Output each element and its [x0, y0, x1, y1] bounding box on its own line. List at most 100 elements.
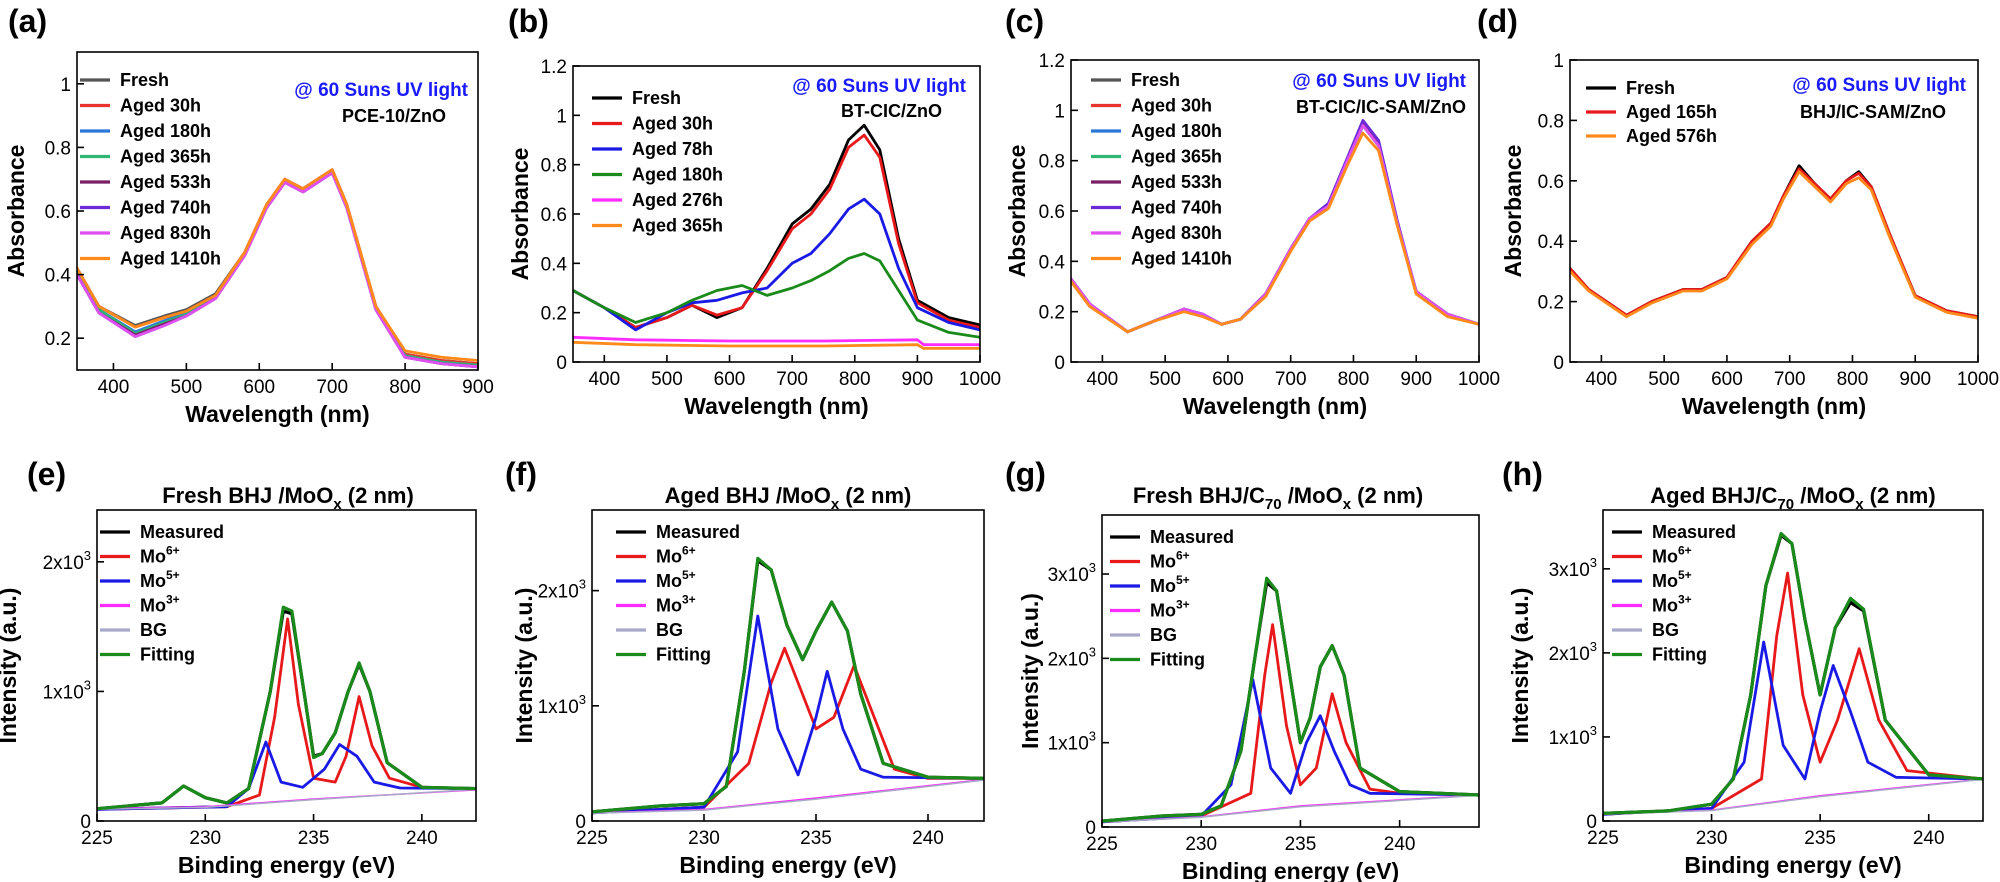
- series-line-aged-276h: [573, 335, 980, 347]
- series-group: [1603, 531, 1983, 816]
- series-line-aged-30h: [573, 133, 980, 329]
- series-line-mo5-: [592, 614, 984, 815]
- x-tick-label: 240: [912, 828, 944, 849]
- y-tick-label: 0.8: [1538, 111, 1564, 132]
- y-tick-label: 0: [1085, 818, 1096, 839]
- x-tick-label: 800: [1837, 369, 1869, 390]
- series-line-mo5-: [1603, 640, 1983, 816]
- x-tick-label: 500: [1648, 369, 1680, 390]
- x-tick-label: 1000: [1458, 369, 1500, 390]
- legend-label: Fresh: [120, 70, 169, 90]
- x-tick-label: 700: [1774, 369, 1806, 390]
- annotation-light: @ 60 Suns UV light: [792, 76, 966, 97]
- legend-superscript: 6+: [1176, 549, 1190, 563]
- x-tick-label: 900: [462, 377, 494, 398]
- y-tick-label: 2x103: [43, 548, 91, 574]
- legend-label: Aged 30h: [632, 114, 713, 134]
- series-line-mo5-: [1102, 678, 1479, 824]
- y-axis-title: Intensity (a.u.): [511, 588, 537, 744]
- x-tick-label: 240: [1913, 828, 1945, 849]
- y-tick-label: 0.6: [45, 202, 71, 223]
- y-tick-base: 3x10: [1048, 565, 1089, 586]
- legend-label: Fresh: [1131, 70, 1180, 90]
- x-tick-label: 600: [1212, 369, 1244, 390]
- annotation-light: @ 60 Suns UV light: [294, 80, 468, 101]
- legend-label: Fitting: [1150, 650, 1205, 670]
- x-tick-label: 600: [714, 369, 746, 390]
- series-line-mo6-: [1603, 571, 1983, 816]
- y-axis-title: Absorbance: [1500, 145, 1526, 278]
- legend-superscript: 5+: [166, 568, 180, 582]
- legend-label: BG: [656, 620, 683, 640]
- x-tick-label: 230: [1696, 828, 1728, 849]
- legend-superscript: 6+: [682, 544, 696, 558]
- y-tick-base: 1x10: [1048, 734, 1089, 755]
- x-axis-title: Binding energy (eV): [1182, 858, 1399, 882]
- x-tick-label: 240: [406, 828, 438, 849]
- x-tick-label: 900: [902, 369, 934, 390]
- legend-label: Aged 1410h: [1131, 249, 1232, 269]
- panel-label: (f): [505, 456, 537, 492]
- legend-label: Aged 830h: [120, 223, 211, 243]
- title-subscript: x: [1855, 496, 1864, 513]
- y-tick-label: 1x103: [43, 677, 91, 703]
- legend-label: Mo6+: [1150, 549, 1190, 572]
- y-tick-label: 0.8: [1039, 152, 1065, 173]
- title-subscript: 70: [1265, 496, 1282, 513]
- annotation-device: BHJ/IC-SAM/ZnO: [1800, 102, 1946, 122]
- plot-frame: [591, 509, 985, 822]
- panel-title: Aged BHJ /MoOx (2 nm): [665, 483, 912, 513]
- y-tick-label: 0.8: [45, 138, 71, 159]
- title-subscript: 70: [1777, 496, 1794, 513]
- y-tick-label: 2x103: [1048, 644, 1096, 670]
- series-line-fitting: [1603, 531, 1983, 816]
- y-tick-label: 0.6: [1538, 172, 1564, 193]
- legend-superscript: 3+: [166, 593, 180, 607]
- series-line-bg: [97, 788, 476, 811]
- series-line-aged-576h: [1570, 170, 1978, 320]
- y-tick-label: 0.8: [541, 156, 567, 177]
- panel-c: 400 500 600 700 800 900 1000 0 0.2 0.4 0.6 0.8 1 1.2 W…: [1004, 3, 1500, 419]
- x-tick-label: 1000: [959, 369, 1001, 390]
- panel-label: (a): [8, 3, 47, 39]
- legend-label: Mo5+: [656, 568, 696, 591]
- plot-frame: [1569, 59, 1979, 363]
- legend-label: Fitting: [1652, 645, 1707, 665]
- legend-label: Mo5+: [1150, 573, 1190, 596]
- legend-label: Aged 576h: [1626, 126, 1717, 146]
- panel-title: Aged BHJ/C70 /MoOx (2 nm): [1650, 483, 1935, 513]
- y-tick-label: 2x103: [538, 577, 586, 603]
- plot-frame: [96, 509, 477, 822]
- y-tick-base: 1x10: [538, 697, 579, 718]
- y-tick-label: 0.6: [541, 205, 567, 226]
- legend: Fresh Aged 30h Aged 180h Aged 365h Aged 533h…: [1091, 70, 1232, 269]
- legend-label: Mo3+: [140, 593, 180, 616]
- series-line-aged-830h: [77, 171, 478, 369]
- series-line-mo5-: [97, 740, 476, 811]
- series-line-mo3-: [1603, 778, 1983, 816]
- annotation-device: PCE-10/ZnO: [342, 106, 446, 126]
- title-text: (2 nm): [1351, 483, 1423, 508]
- x-tick-label: 235: [1285, 834, 1317, 855]
- panel-d: 400 500 600 700 800 900 1000 0 0.2 0.4 0.6 0.8 1 Wave…: [1477, 3, 1999, 419]
- legend-label: Measured: [140, 522, 224, 542]
- legend-label: Aged 533h: [120, 172, 211, 192]
- series-line-aged-180h: [573, 252, 980, 339]
- panel-label: (b): [508, 3, 549, 39]
- x-axis-title: Binding energy (eV): [178, 852, 395, 878]
- legend-label: Aged 365h: [1131, 147, 1222, 167]
- y-axis-title: Absorbance: [1004, 145, 1030, 278]
- x-tick-label: 800: [839, 369, 871, 390]
- x-tick-label: 500: [171, 377, 203, 398]
- y-tick-label: 1x103: [1048, 729, 1096, 755]
- y-tick-label: 1: [60, 75, 71, 96]
- y-tick-label: 0.4: [1538, 232, 1565, 253]
- x-tick-label: 900: [1899, 369, 1931, 390]
- y-tick-label: 0.6: [1039, 202, 1065, 223]
- y-tick-label: 1x103: [1549, 723, 1597, 749]
